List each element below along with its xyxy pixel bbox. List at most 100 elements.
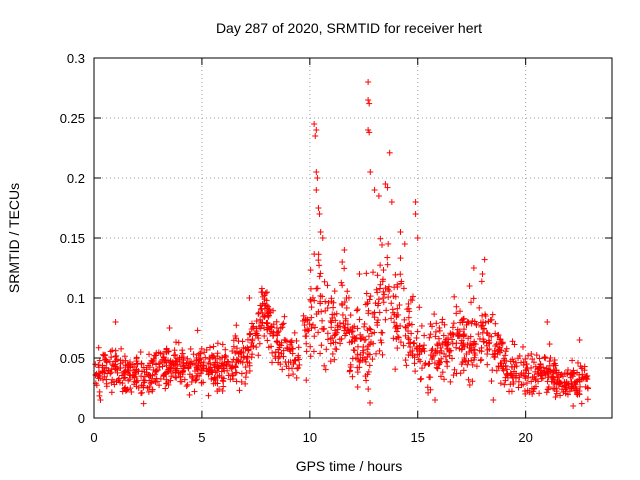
data-point [257,316,264,323]
y-tick-label: 0.1 [67,291,85,306]
data-point [480,338,487,345]
data-point [453,370,460,377]
data-point [411,360,418,367]
data-point [503,345,510,352]
data-point [328,319,335,326]
data-point [280,320,287,327]
data-point [206,355,213,362]
data-point [394,305,401,312]
data-point [220,383,227,390]
data-point [197,355,204,362]
data-point [496,344,503,351]
data-point [312,133,319,139]
data-point [384,254,391,261]
data-point [383,307,390,314]
data-point [358,335,365,342]
data-point [341,327,348,334]
data-point [367,399,374,406]
data-point [294,365,301,372]
data-point [327,340,334,347]
data-point [96,392,103,399]
data-point [247,343,254,350]
data-point [287,348,294,355]
data-point [465,319,472,326]
data-point [408,330,415,337]
data-point [95,364,102,371]
y-axis-label: SRMTID / TECUs [6,183,22,293]
data-point [250,324,257,331]
data-point [397,255,404,262]
data-point [121,353,128,360]
data-point [186,391,193,398]
data-point [348,338,355,345]
data-point [458,337,465,344]
data-point [307,343,314,350]
data-point [548,378,555,385]
data-point [99,362,106,369]
data-point [179,350,186,357]
data-point [329,350,336,357]
data-point [444,363,451,370]
data-point [357,357,364,364]
data-point [137,390,144,397]
data-point [177,374,184,381]
data-point [160,372,167,379]
data-point [255,310,262,317]
data-point [481,256,488,263]
data-point [130,367,137,374]
data-point [392,293,399,300]
data-point [347,361,354,368]
data-point [256,340,263,347]
data-point [465,376,472,383]
data-point [265,324,272,331]
data-point [198,345,205,352]
data-point [493,367,500,374]
data-point [545,386,552,393]
data-point [170,352,177,359]
data-point [133,360,140,367]
data-point [584,384,591,391]
data-point [109,361,116,368]
data-point [450,320,457,327]
data-point [417,358,424,365]
data-point [369,356,376,363]
data-point [322,298,329,305]
data-point [416,347,423,354]
data-point [576,337,583,343]
data-point [502,352,509,359]
data-point [371,329,378,336]
data-point [304,316,311,323]
data-point [413,334,420,341]
data-point [375,193,382,199]
data-point [238,370,245,377]
data-point [96,357,103,364]
data-point [232,362,239,369]
x-axis-label: GPS time / hours [296,458,403,474]
data-point [332,345,339,352]
data-point [265,344,272,351]
data-point [436,358,443,365]
data-point [479,271,486,277]
data-point [379,351,386,358]
data-point [473,363,480,370]
tick-labels: 0 5 10 15 20 0 0.05 0.1 0.15 0.2 0.25 0.3 [60,51,533,445]
data-point [160,359,167,366]
data-point [407,296,414,303]
data-point [205,360,212,367]
data-point [258,319,265,326]
data-point [233,378,240,385]
data-point [112,319,119,325]
data-point [259,309,266,316]
data-point [224,358,231,365]
data-point [169,359,176,366]
data-point [425,361,432,368]
data-point [388,199,395,205]
data-point [558,371,565,378]
data-point [321,362,328,369]
data-point [332,331,339,338]
data-point [344,327,351,334]
data-point [137,349,144,356]
data-point [121,385,128,392]
data-point [469,361,476,368]
data-point [128,388,135,395]
